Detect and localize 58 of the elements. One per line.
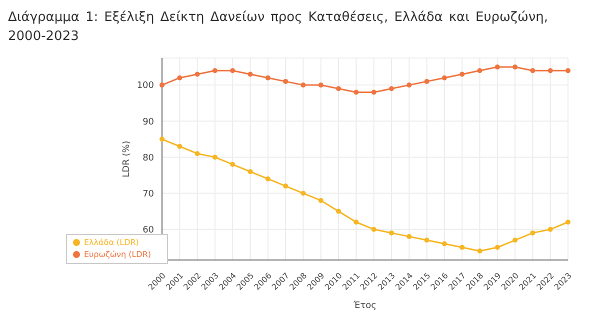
point <box>477 248 482 254</box>
y-tick-label: 100 <box>136 81 154 92</box>
y-tick-label: 90 <box>142 117 154 128</box>
chart-title: Διάγραμμα 1: Εξέλιξη Δείκτη Δανείων προς Καταθέσεις, Ελλάδα και Ευρωζώνη, 2000-2023 <box>8 9 548 46</box>
point <box>336 86 342 92</box>
point <box>460 72 465 77</box>
point <box>442 75 447 80</box>
point <box>318 82 324 88</box>
point <box>442 241 447 246</box>
point <box>512 64 518 70</box>
point <box>530 230 536 236</box>
x-axis-title: Έτος <box>352 300 376 311</box>
point <box>406 234 412 240</box>
point <box>354 90 359 95</box>
point <box>354 220 359 225</box>
point <box>212 154 218 160</box>
point <box>566 220 570 225</box>
y-axis-title: LDR (%) <box>122 140 132 178</box>
point <box>460 244 465 250</box>
point <box>160 82 165 88</box>
legend-label: Ελλάδα (LDR) <box>84 238 139 247</box>
point <box>283 78 288 84</box>
point <box>230 68 236 74</box>
point <box>248 72 253 77</box>
point <box>230 162 236 167</box>
point <box>283 184 288 189</box>
point <box>388 230 394 236</box>
point <box>265 75 270 80</box>
point <box>566 68 570 74</box>
point <box>300 190 306 196</box>
point <box>265 176 270 182</box>
point <box>548 68 553 74</box>
point <box>477 68 482 74</box>
point <box>494 64 500 70</box>
point <box>424 78 430 84</box>
point <box>371 90 376 95</box>
point <box>548 226 553 232</box>
point <box>194 151 200 156</box>
point <box>177 75 182 80</box>
point <box>406 82 412 88</box>
point <box>318 198 324 203</box>
legend-label: Ευρωζώνη (LDR) <box>84 250 152 259</box>
point <box>371 226 376 232</box>
point <box>248 169 253 174</box>
point <box>494 244 500 250</box>
point <box>336 208 342 214</box>
point <box>388 86 394 92</box>
point <box>194 72 200 77</box>
point <box>300 82 306 88</box>
y-tick-label: 70 <box>142 189 154 200</box>
y-tick-label: 60 <box>142 226 154 236</box>
point <box>512 238 518 243</box>
y-tick-label: 80 <box>142 153 154 164</box>
point <box>530 68 536 74</box>
point <box>160 136 165 142</box>
point <box>424 238 430 243</box>
point <box>177 144 182 149</box>
point <box>212 68 218 74</box>
